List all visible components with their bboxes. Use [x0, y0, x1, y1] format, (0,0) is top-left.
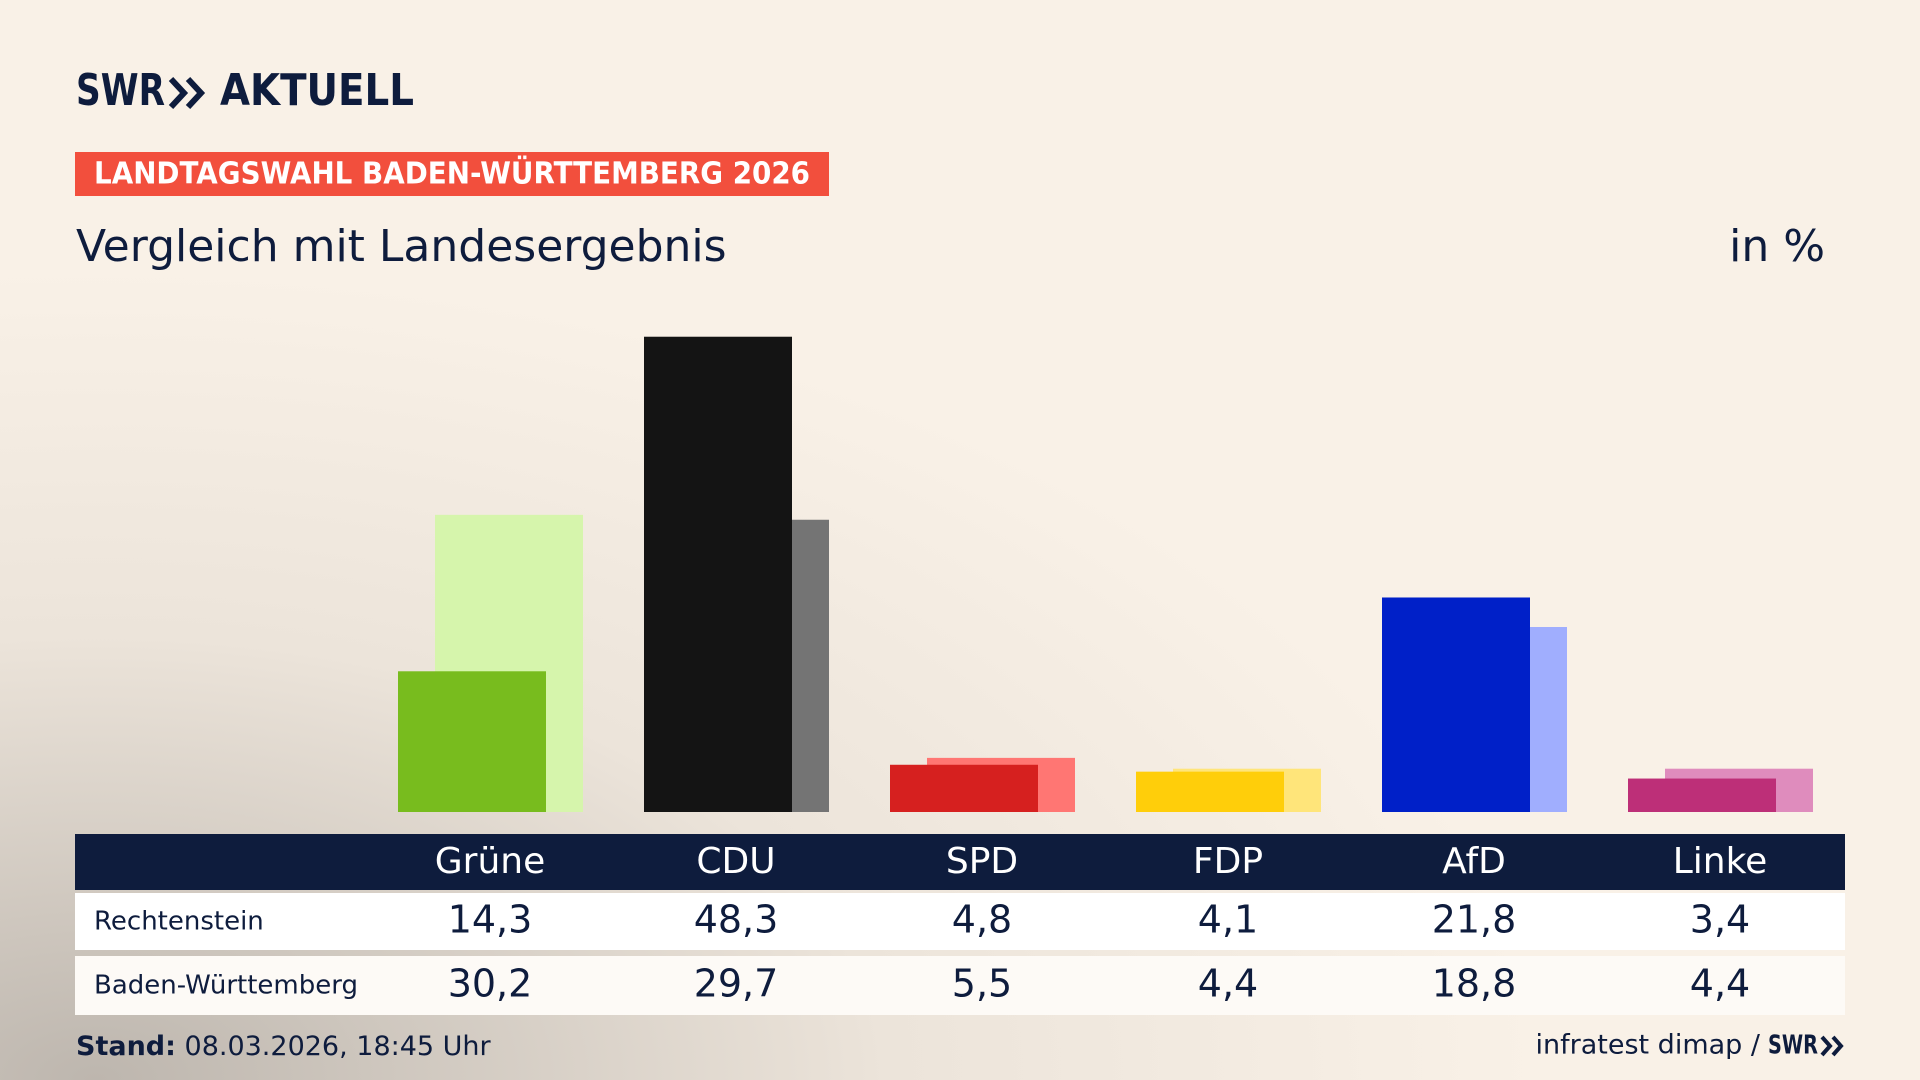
source-logo: SWR [1768, 1031, 1818, 1061]
table-row [75, 956, 1845, 1015]
bar [644, 336, 792, 812]
bar [1136, 771, 1284, 812]
value-label: 5,5 [952, 962, 1012, 1006]
value-label: 4,4 [1690, 962, 1750, 1006]
value-label: 48,3 [694, 898, 779, 942]
value-label: 4,1 [1198, 898, 1258, 942]
table-row [75, 893, 1845, 950]
category-label: CDU [696, 841, 775, 882]
row-label: Rechtenstein [94, 907, 264, 937]
stand-label: Stand: [76, 1031, 176, 1062]
value-label: 3,4 [1690, 898, 1750, 942]
value-label: 21,8 [1432, 898, 1517, 942]
stand-value: 08.03.2026, 18:45 Uhr [185, 1031, 492, 1062]
value-label: 4,4 [1198, 962, 1258, 1006]
brand-section: AKTUELL [220, 65, 414, 116]
bar [1628, 778, 1776, 812]
category-label: AfD [1442, 841, 1506, 882]
value-label: 30,2 [448, 962, 533, 1006]
category-label: SPD [946, 841, 1018, 882]
bar [398, 671, 546, 812]
value-label: 4,8 [952, 898, 1012, 942]
banner: LANDTAGSWAHL BADEN-WÜRTTEMBERG 2026 [94, 155, 810, 192]
banner-box [75, 152, 829, 196]
source-logo-chevrons [1820, 1035, 1844, 1057]
category-label: Grüne [435, 841, 545, 882]
unit-label: in % [1729, 221, 1825, 272]
row-label: Baden-Württemberg [94, 971, 358, 1001]
source: infratest dimap / [1535, 1030, 1760, 1061]
table-header [75, 834, 1845, 890]
chart-title: Vergleich mit Landesergebnis [76, 221, 727, 272]
bar [890, 764, 1038, 812]
value-label: 29,7 [694, 962, 779, 1006]
bar [1382, 597, 1530, 812]
brand-chevrons [168, 76, 206, 110]
category-label: Linke [1673, 841, 1768, 882]
footer-stand: Stand: 08.03.2026, 18:45 Uhr [76, 1031, 492, 1062]
value-label: 18,8 [1432, 962, 1517, 1006]
category-label: FDP [1193, 841, 1263, 882]
brand-name: SWR [76, 65, 165, 116]
value-label: 14,3 [448, 898, 533, 942]
